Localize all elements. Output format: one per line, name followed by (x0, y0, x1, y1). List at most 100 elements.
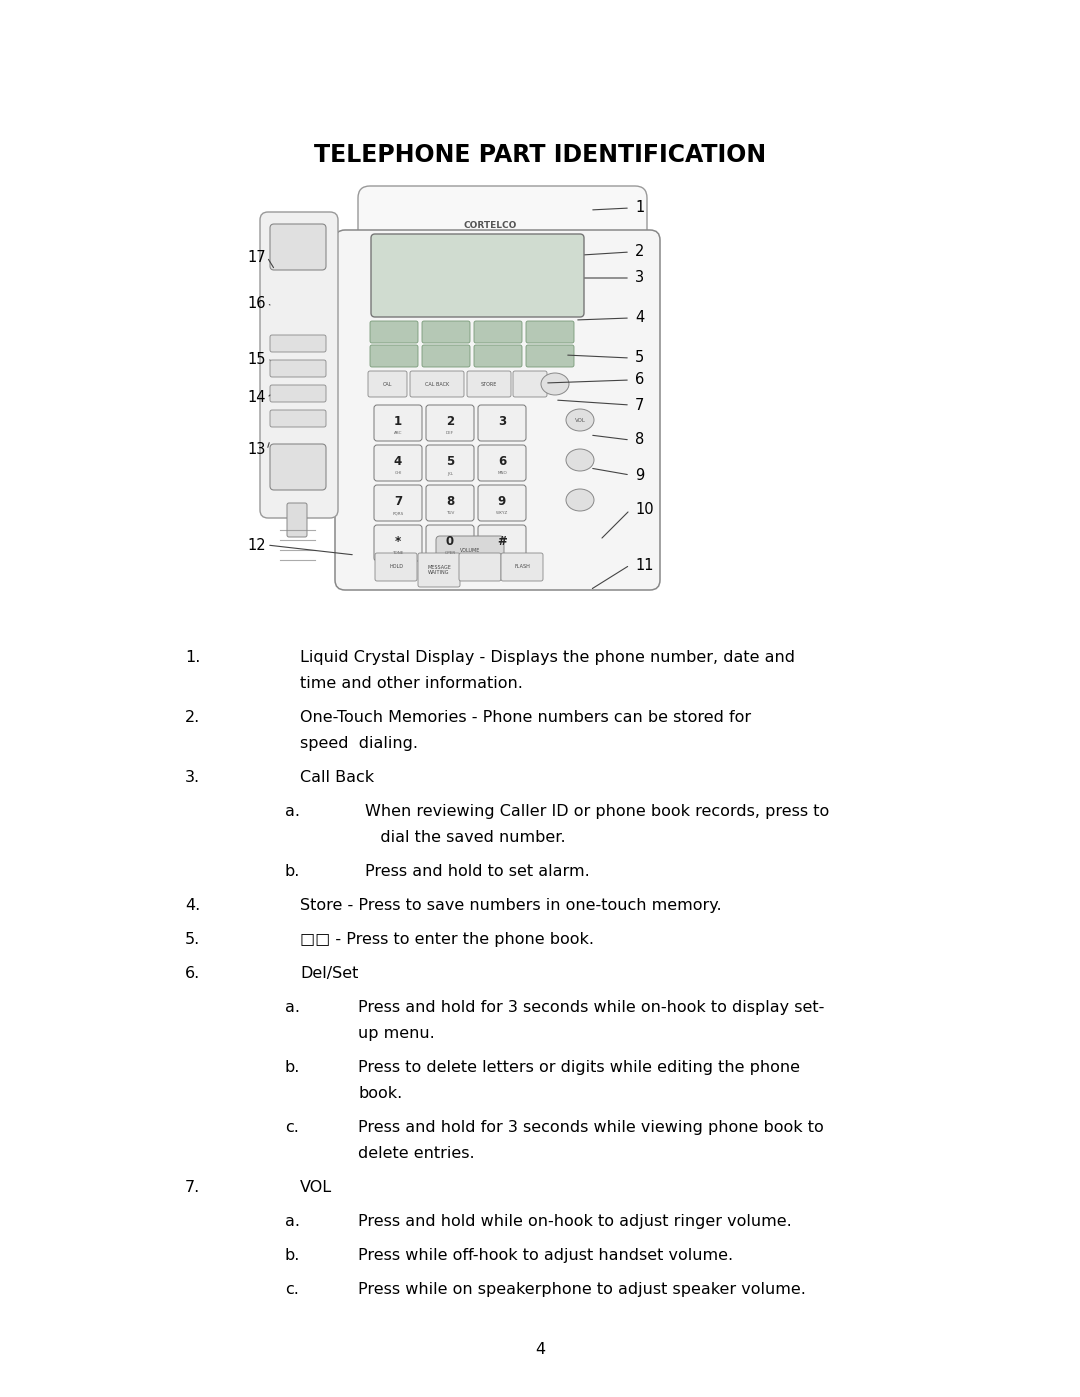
Text: a.: a. (285, 1000, 300, 1016)
Text: b.: b. (285, 863, 300, 879)
Text: MESSAGE
WAITING: MESSAGE WAITING (427, 564, 451, 576)
FancyBboxPatch shape (418, 553, 460, 587)
Text: 5: 5 (446, 455, 454, 468)
FancyBboxPatch shape (467, 372, 511, 397)
Text: CAL BACK: CAL BACK (424, 381, 449, 387)
Text: 6: 6 (498, 455, 507, 468)
Text: 1: 1 (635, 201, 645, 215)
Text: b.: b. (285, 1060, 300, 1076)
FancyBboxPatch shape (372, 235, 584, 317)
FancyBboxPatch shape (375, 553, 417, 581)
FancyBboxPatch shape (436, 536, 504, 564)
Text: 2: 2 (635, 244, 645, 260)
Text: b.: b. (285, 1248, 300, 1263)
FancyBboxPatch shape (426, 446, 474, 481)
FancyBboxPatch shape (501, 553, 543, 581)
Text: delete entries.: delete entries. (357, 1146, 474, 1161)
Text: 5.: 5. (185, 932, 200, 947)
Text: Del/Set: Del/Set (300, 965, 359, 981)
Text: 6: 6 (635, 373, 645, 387)
Text: a.: a. (285, 1214, 300, 1229)
Text: CAL: CAL (382, 381, 392, 387)
FancyBboxPatch shape (410, 372, 464, 397)
Text: 16: 16 (247, 296, 266, 310)
Ellipse shape (566, 489, 594, 511)
Text: TELEPHONE PART IDENTIFICATION: TELEPHONE PART IDENTIFICATION (314, 142, 766, 168)
Text: FLASH: FLASH (514, 564, 530, 570)
Text: STORE: STORE (481, 381, 497, 387)
Text: 10: 10 (635, 503, 653, 517)
Text: When reviewing Caller ID or phone book records, press to: When reviewing Caller ID or phone book r… (365, 805, 829, 819)
Text: 15: 15 (247, 352, 266, 367)
FancyBboxPatch shape (368, 372, 407, 397)
Text: 9: 9 (635, 468, 645, 482)
Text: 4: 4 (635, 310, 645, 326)
FancyBboxPatch shape (374, 405, 422, 441)
FancyBboxPatch shape (270, 409, 326, 427)
FancyBboxPatch shape (270, 386, 326, 402)
Text: Press and hold while on-hook to adjust ringer volume.: Press and hold while on-hook to adjust r… (357, 1214, 792, 1229)
Text: 11: 11 (635, 557, 653, 573)
FancyBboxPatch shape (422, 345, 470, 367)
FancyBboxPatch shape (478, 525, 526, 562)
FancyBboxPatch shape (426, 485, 474, 521)
Text: *: * (395, 535, 401, 548)
Text: OPER: OPER (444, 552, 456, 556)
FancyBboxPatch shape (270, 224, 326, 270)
Text: GHI: GHI (394, 472, 402, 475)
Text: 13: 13 (247, 443, 266, 457)
Text: Press while off-hook to adjust handset volume.: Press while off-hook to adjust handset v… (357, 1248, 733, 1263)
Text: 5: 5 (635, 351, 645, 366)
Text: Press and hold for 3 seconds while viewing phone book to: Press and hold for 3 seconds while viewi… (357, 1120, 824, 1134)
FancyBboxPatch shape (474, 321, 522, 344)
Text: HOLD: HOLD (389, 564, 403, 570)
Text: 12: 12 (247, 538, 266, 552)
FancyBboxPatch shape (270, 335, 326, 352)
Text: CORTELCO: CORTELCO (463, 221, 516, 229)
Text: TONE: TONE (392, 552, 404, 556)
FancyBboxPatch shape (370, 321, 418, 344)
Text: 8: 8 (446, 495, 454, 509)
FancyBboxPatch shape (270, 444, 326, 490)
Ellipse shape (566, 448, 594, 471)
Text: Press to delete letters or digits while editing the phone: Press to delete letters or digits while … (357, 1060, 800, 1076)
Text: c.: c. (285, 1282, 299, 1296)
Text: 4: 4 (535, 1343, 545, 1358)
FancyBboxPatch shape (426, 525, 474, 562)
Text: 7: 7 (635, 398, 645, 412)
Text: 9: 9 (498, 495, 507, 509)
Text: Press while on speakerphone to adjust speaker volume.: Press while on speakerphone to adjust sp… (357, 1282, 806, 1296)
FancyBboxPatch shape (357, 186, 647, 295)
Text: Press and hold to set alarm.: Press and hold to set alarm. (365, 863, 590, 879)
FancyBboxPatch shape (287, 503, 307, 536)
FancyBboxPatch shape (422, 321, 470, 344)
FancyBboxPatch shape (526, 345, 573, 367)
Text: Press and hold for 3 seconds while on-hook to display set-: Press and hold for 3 seconds while on-ho… (357, 1000, 824, 1016)
Text: dial the saved number.: dial the saved number. (365, 830, 566, 845)
FancyBboxPatch shape (478, 446, 526, 481)
Text: 1: 1 (394, 415, 402, 427)
Text: □□ - Press to enter the phone book.: □□ - Press to enter the phone book. (300, 932, 594, 947)
Text: time and other information.: time and other information. (300, 676, 523, 692)
Text: 7.: 7. (185, 1180, 200, 1194)
Text: DEF: DEF (446, 432, 454, 436)
Text: Call Back: Call Back (300, 770, 374, 785)
Text: Store - Press to save numbers in one-touch memory.: Store - Press to save numbers in one-tou… (300, 898, 721, 914)
FancyBboxPatch shape (270, 360, 326, 377)
Text: 3.: 3. (185, 770, 200, 785)
Text: WXYZ: WXYZ (496, 511, 508, 515)
Text: ABC: ABC (394, 432, 402, 436)
FancyBboxPatch shape (370, 345, 418, 367)
Text: up menu.: up menu. (357, 1025, 435, 1041)
Text: 17: 17 (247, 250, 266, 264)
Text: VOL: VOL (575, 418, 585, 422)
Text: PQRS: PQRS (392, 511, 404, 515)
Text: 6.: 6. (185, 965, 200, 981)
Text: One-Touch Memories - Phone numbers can be stored for: One-Touch Memories - Phone numbers can b… (300, 710, 751, 725)
FancyBboxPatch shape (335, 231, 660, 590)
FancyBboxPatch shape (374, 485, 422, 521)
FancyBboxPatch shape (426, 405, 474, 441)
FancyBboxPatch shape (260, 212, 338, 518)
Text: c.: c. (285, 1120, 299, 1134)
Text: 4: 4 (394, 455, 402, 468)
